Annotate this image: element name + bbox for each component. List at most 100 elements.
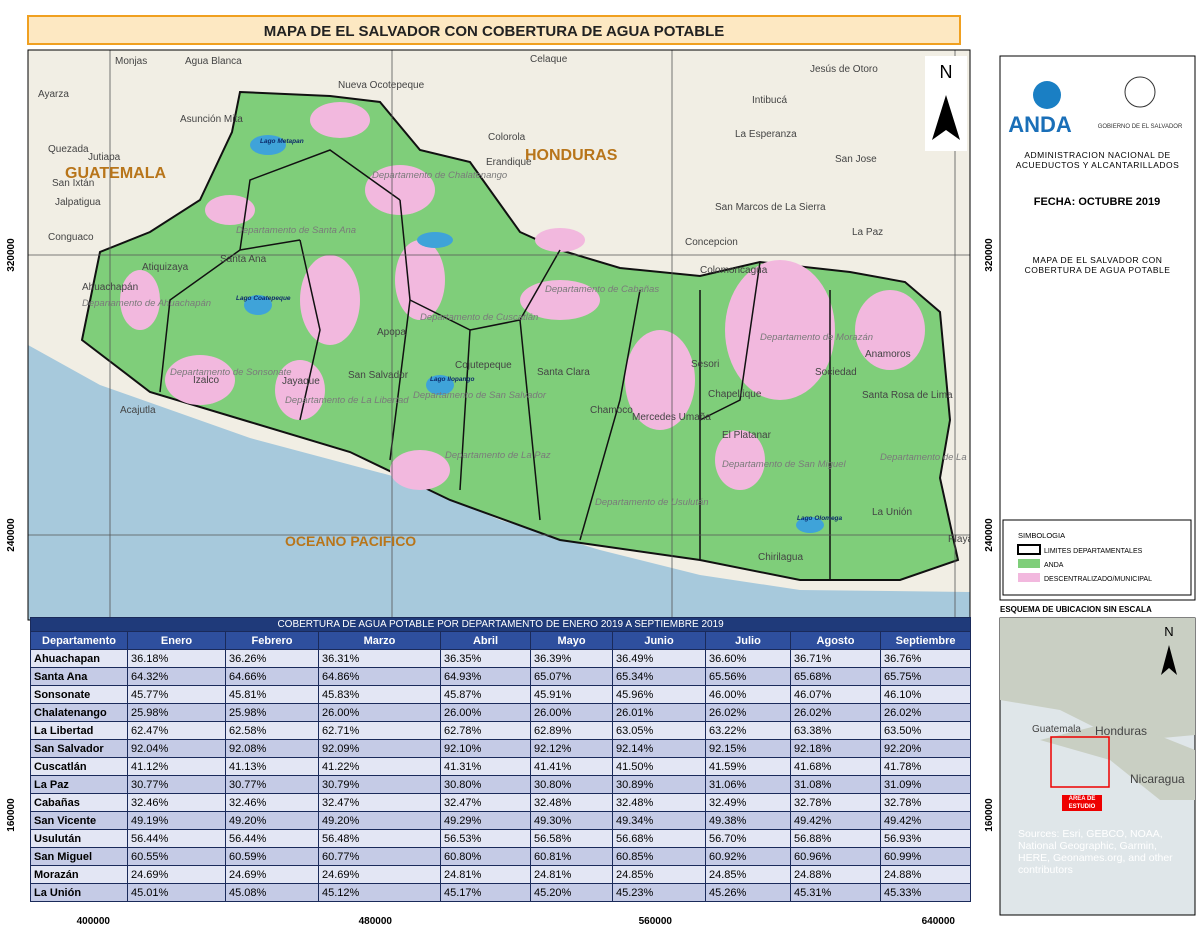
department-label: Departamento de La Paz bbox=[445, 450, 551, 461]
place-label: Erandique bbox=[486, 157, 532, 168]
coverage-cell: 92.14% bbox=[612, 739, 706, 758]
coverage-cell: 65.68% bbox=[790, 667, 881, 686]
table-title: COBERTURA DE AGUA POTABLE POR DEPARTAMEN… bbox=[29, 617, 972, 632]
date: FECHA: OCTUBRE 2019 bbox=[1034, 196, 1161, 208]
coverage-cell: 92.15% bbox=[705, 739, 791, 758]
coverage-cell: 41.68% bbox=[790, 757, 881, 776]
coverage-cell: 32.47% bbox=[440, 793, 531, 812]
place-label: Asunción Mita bbox=[180, 114, 243, 125]
legend-swatch bbox=[1018, 559, 1040, 568]
place-label: San Jose bbox=[835, 154, 877, 165]
coverage-cell: 46.07% bbox=[790, 685, 881, 704]
department-cell: San Salvador bbox=[30, 739, 128, 758]
header-row: Departamento Enero Febrero Marzo Abril Mayo Ju… bbox=[30, 631, 972, 650]
coverage-cell: 32.49% bbox=[705, 793, 791, 812]
column-header: Departamento bbox=[30, 631, 128, 650]
coordinates: 400000 480000 560000 640000 320000 320000 2400… bbox=[6, 238, 995, 927]
government: GOBIERNO DE EL SALVADOR bbox=[1098, 124, 1183, 130]
inset-land bbox=[1000, 618, 1195, 740]
country-label: GUATEMALA bbox=[65, 165, 166, 182]
coverage-cell: 49.34% bbox=[612, 811, 706, 830]
place-label: Chirilagua bbox=[758, 552, 803, 563]
area-badge bbox=[1062, 795, 1102, 811]
coverage-cell: 36.60% bbox=[705, 649, 791, 668]
coverage-cell: 26.00% bbox=[530, 703, 613, 722]
place-label: Celaque bbox=[530, 54, 568, 65]
coverage-cell: 36.35% bbox=[440, 649, 531, 668]
ocean bbox=[28, 345, 970, 620]
logo: ANDA bbox=[1008, 112, 1072, 137]
table-row: Usulután 56.44% 56.44% 56.48% 56.53% 56.58% 56… bbox=[30, 829, 972, 848]
department-label: Departamento de La Unión bbox=[880, 452, 994, 463]
department-label: Departamento de Usulután bbox=[595, 497, 709, 508]
map-title: MAPA DE EL SALVADOR CON COBERTURA DE AGU… bbox=[1024, 255, 1171, 275]
coverage-cell: 31.06% bbox=[705, 775, 791, 794]
department-label: Departamento de San Salvador bbox=[413, 390, 547, 401]
coverage-cell: 41.41% bbox=[530, 757, 613, 776]
coverage-cell: 62.47% bbox=[127, 721, 226, 740]
coverage-cell: 30.77% bbox=[127, 775, 226, 794]
place-label: El Platanar bbox=[722, 430, 772, 441]
coverage-cell: 60.55% bbox=[127, 847, 226, 866]
coverage-cell: 41.78% bbox=[879, 757, 972, 776]
area-box: AREA DE ESTUDIO bbox=[1069, 796, 1096, 810]
department-label: Departamento de Sonsonate bbox=[170, 367, 291, 378]
place-label: San Marcos de La Sierra bbox=[715, 202, 826, 213]
coverage-cell: 60.85% bbox=[612, 847, 706, 866]
coverage-cell: 92.09% bbox=[318, 739, 441, 758]
coverage-cell: 56.58% bbox=[530, 829, 613, 848]
place-label: Acajutla bbox=[120, 405, 156, 416]
place-label: Nueva Ocotepeque bbox=[338, 80, 425, 91]
coverage-table: COBERTURA DE AGUA POTABLE POR DEPARTAMEN… bbox=[29, 617, 972, 902]
coverage-cell: 24.69% bbox=[225, 865, 319, 884]
department-label: Departamento de Chalatenango bbox=[372, 170, 507, 181]
coverage-cell: 45.87% bbox=[440, 685, 531, 704]
place-label: San Salvador bbox=[348, 370, 409, 381]
lake-label: Lago Coatepeque bbox=[236, 295, 291, 302]
place-label: Jesús de Otoro bbox=[810, 64, 878, 75]
coverage-cell: 41.31% bbox=[440, 757, 531, 776]
department-label: Departamento de Cuscatlán bbox=[420, 312, 538, 323]
institution: ADMINISTRACION NACIONAL DE ACUEDUCTOS Y … bbox=[1015, 150, 1180, 170]
department-cell: Sonsonate bbox=[30, 685, 128, 704]
department-cell: Cuscatlán bbox=[30, 757, 128, 776]
coverage-cell: 56.68% bbox=[612, 829, 706, 848]
coverage-cell: 36.31% bbox=[318, 649, 441, 668]
coverage-cell: 64.66% bbox=[225, 667, 319, 686]
department-cell: Morazán bbox=[30, 865, 128, 884]
coverage-cell: 60.80% bbox=[440, 847, 531, 866]
coverage-cell: 41.12% bbox=[127, 757, 226, 776]
map-labels: GUATEMALA HONDURAS OCEANO PACIFICO Monjas Ag… bbox=[38, 54, 994, 563]
map-title-box: MAPA DE EL SALVADOR CON COBERTURA DE AGU… bbox=[1024, 255, 1171, 275]
department-cell: Santa Ana bbox=[30, 667, 128, 686]
place-label: La Paz bbox=[852, 227, 883, 238]
coverage-cell: 63.50% bbox=[879, 721, 972, 740]
table-row: La Unión 45.01% 45.08% 45.12% 45.17% 45.20% 45… bbox=[30, 883, 972, 902]
legend-title: SIMBOLOGIA bbox=[1018, 531, 1065, 540]
coverage-cell: 56.70% bbox=[705, 829, 791, 848]
coverage-cell: 62.71% bbox=[318, 721, 441, 740]
coverage-cell: 45.01% bbox=[127, 883, 226, 902]
coverage-cell: 45.31% bbox=[790, 883, 881, 902]
coverage-cell: 24.85% bbox=[612, 865, 706, 884]
column-header: Julio bbox=[705, 631, 791, 650]
coverage-cell: 60.59% bbox=[225, 847, 319, 866]
x-coordinate: 480000 bbox=[359, 916, 393, 927]
inset-label: Nicaragua bbox=[1130, 772, 1185, 786]
column-header: Enero bbox=[127, 631, 226, 650]
coverage-cell: 62.58% bbox=[225, 721, 319, 740]
table-row: Chalatenango 25.98% 25.98% 26.00% 26.00% 26.0… bbox=[30, 703, 972, 722]
coverage-cell: 64.32% bbox=[127, 667, 226, 686]
lake-label: Lago Olomega bbox=[797, 515, 843, 522]
seal bbox=[1124, 76, 1156, 108]
coverage-cell: 36.26% bbox=[225, 649, 319, 668]
country-label: OCEANO PACIFICO bbox=[285, 533, 416, 549]
place-label: Santa Clara bbox=[537, 367, 590, 378]
lakes bbox=[244, 135, 824, 533]
coverage-cell: 25.98% bbox=[225, 703, 319, 722]
table-row: Sonsonate 45.77% 45.81% 45.83% 45.87% 45.91% 4… bbox=[30, 685, 972, 704]
coverage-cell: 56.48% bbox=[318, 829, 441, 848]
coverage-cell: 36.39% bbox=[530, 649, 613, 668]
table-row: San Salvador 92.04% 92.08% 92.09% 92.10% 92.1… bbox=[30, 739, 972, 758]
